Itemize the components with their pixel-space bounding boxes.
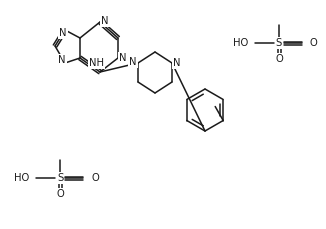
Text: HO: HO (233, 38, 248, 48)
Text: O: O (275, 54, 283, 64)
Text: N: N (119, 53, 127, 63)
Text: N: N (129, 57, 137, 67)
Text: O: O (91, 173, 99, 183)
Text: O: O (56, 189, 64, 199)
Text: O: O (310, 38, 318, 48)
Text: S: S (57, 173, 63, 183)
Text: N: N (58, 55, 66, 65)
Text: N: N (173, 58, 181, 68)
Text: N: N (101, 16, 109, 26)
Text: HO: HO (14, 173, 29, 183)
Text: NH: NH (88, 58, 103, 68)
Text: N: N (59, 28, 67, 38)
Text: S: S (276, 38, 282, 48)
